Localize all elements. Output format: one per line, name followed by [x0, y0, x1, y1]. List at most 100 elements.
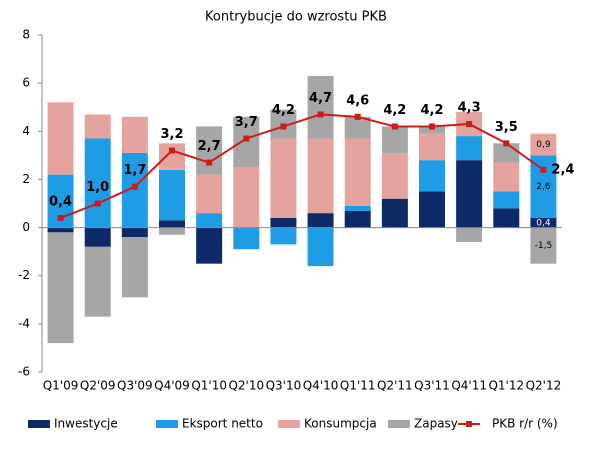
bar-segment [381, 198, 408, 228]
line-marker [391, 123, 398, 130]
legend-label: Konsumpcja [304, 417, 377, 431]
bar-segment [456, 160, 483, 228]
bar-segment [121, 237, 148, 298]
legend-label: Eksport netto [182, 417, 263, 431]
line-marker [243, 135, 250, 142]
bar-segment [307, 227, 334, 267]
y-tick-label: 2 [22, 172, 30, 186]
bar-segment [84, 246, 111, 317]
legend-marker [466, 421, 472, 427]
bar-segment [233, 167, 260, 228]
bar-segment [233, 227, 260, 250]
y-tick-label: 8 [22, 28, 30, 42]
bar-segment [84, 138, 111, 228]
data-label: 4,7 [309, 91, 332, 106]
bar-segment [121, 116, 148, 153]
line-marker [503, 140, 510, 147]
legend-swatch [278, 420, 300, 428]
bar-segment [344, 116, 371, 139]
line-marker [354, 113, 361, 120]
bar-segment [159, 169, 185, 221]
bar-segment [493, 162, 520, 192]
bar-segment [270, 227, 297, 245]
bar-segment [456, 136, 483, 161]
y-tick-label: -4 [18, 316, 30, 330]
data-label: 1,0 [86, 180, 109, 195]
bar-segment [196, 174, 223, 214]
x-tick-label: Q4'11 [451, 379, 487, 393]
bar-segment [530, 227, 557, 264]
legend-label: Zapasy [414, 417, 458, 431]
bar-segment [344, 210, 371, 228]
x-tick-label: Q1'11 [340, 379, 376, 393]
bar-segment [344, 138, 371, 206]
line-marker [206, 159, 213, 166]
x-tick-label: Q1'09 [43, 379, 79, 393]
bar-segment [419, 126, 445, 134]
legend-label: Inwestycje [54, 417, 118, 431]
line-marker [280, 123, 287, 130]
bar-segment [307, 138, 334, 214]
line-marker [540, 166, 547, 173]
bar-segment [456, 227, 483, 243]
segment-label: 2,6 [536, 182, 551, 192]
segment-label: 0,9 [536, 140, 551, 150]
data-label: 4,2 [383, 103, 406, 118]
line [60, 113, 545, 219]
bar-segment [196, 126, 223, 175]
line-marker [131, 183, 138, 190]
legend-label: PKB r/r (%) [492, 417, 558, 431]
data-label: 4,3 [458, 101, 481, 116]
bar-segment [121, 227, 148, 238]
bar-segment [84, 114, 111, 139]
bar-segment [233, 116, 260, 168]
segment-label: 0,4 [536, 218, 551, 228]
x-tick-label: Q2'11 [377, 379, 413, 393]
x-tick-label: Q3'10 [266, 379, 302, 393]
x-tick-label: Q3'11 [414, 379, 450, 393]
x-tick-label: Q4'09 [154, 379, 190, 393]
bar-segment [270, 138, 297, 218]
data-label: 0,4 [49, 194, 72, 209]
bar-segment [419, 133, 445, 161]
x-tick-label: Q1'10 [191, 379, 227, 393]
data-label: 4,2 [420, 103, 443, 118]
data-label: 1,7 [123, 163, 146, 178]
data-label: 2,4 [551, 162, 574, 177]
legend-swatch [28, 420, 50, 428]
x-tick-label: Q3'09 [117, 379, 153, 393]
bar-segment [307, 75, 334, 139]
bar-segment [159, 220, 185, 228]
legend-swatch [388, 420, 410, 428]
line-marker [466, 121, 473, 128]
x-tick-label: Q1'12 [488, 379, 524, 393]
bar-segment [270, 217, 297, 228]
y-tick-label: 6 [22, 76, 30, 90]
y-tick-label: 4 [22, 124, 30, 138]
x-tick-label: Q2'12 [526, 379, 562, 393]
x-tick-label: Q2'09 [80, 379, 116, 393]
bar-segment [419, 160, 445, 192]
data-label: 3,2 [160, 127, 183, 142]
bar-segment [530, 217, 557, 228]
bar-segment [419, 191, 445, 228]
data-label: 2,7 [198, 139, 221, 154]
bar-segment [47, 227, 74, 233]
data-label: 4,2 [272, 103, 295, 118]
line-marker [94, 200, 101, 207]
bar-segment [307, 213, 334, 228]
bar-segment [47, 102, 74, 175]
bar-segment [530, 155, 557, 218]
bar-segment [493, 208, 520, 228]
bar-segment [381, 126, 408, 153]
bar-segment [196, 227, 223, 264]
chart-title: Kontrybucje do wzrostu PKB [205, 10, 387, 25]
data-label: 3,5 [495, 120, 518, 135]
line-marker [169, 147, 175, 154]
y-tick-label: -6 [18, 365, 30, 379]
bar-segment [344, 205, 371, 211]
bar-segment [159, 227, 185, 235]
bar-segment [381, 152, 408, 199]
legend-swatch [156, 420, 178, 428]
